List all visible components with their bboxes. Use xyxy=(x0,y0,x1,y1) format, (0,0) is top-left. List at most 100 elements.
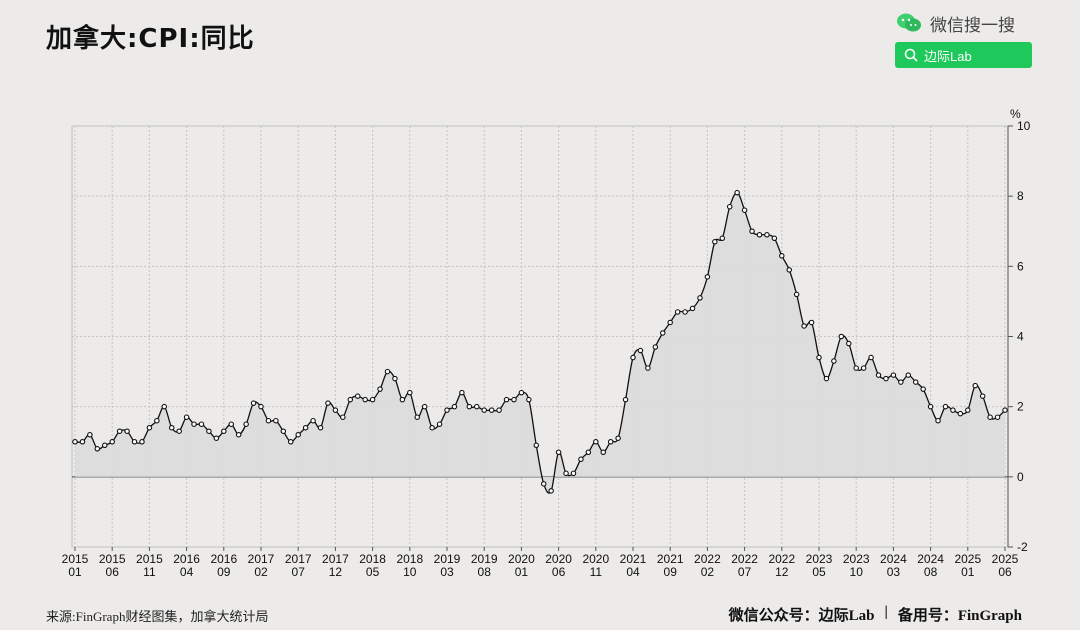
data-point xyxy=(674,309,681,315)
y-tick-label: 0 xyxy=(1017,470,1024,484)
data-point xyxy=(429,424,435,431)
data-point xyxy=(764,232,770,238)
data-point xyxy=(362,396,368,403)
data-point xyxy=(265,417,272,424)
data-point xyxy=(898,379,904,385)
data-point xyxy=(533,442,540,449)
data-point xyxy=(369,396,376,403)
data-point xyxy=(697,295,703,301)
data-point xyxy=(719,235,726,242)
data-point xyxy=(860,365,867,371)
data-point xyxy=(414,414,420,420)
data-point xyxy=(116,428,123,434)
data-point xyxy=(950,407,956,413)
data-point xyxy=(332,407,339,413)
data-point xyxy=(392,375,398,382)
x-tick-year: 2024 xyxy=(917,552,944,566)
data-point xyxy=(645,365,651,371)
data-point xyxy=(660,330,666,336)
data-point xyxy=(786,267,792,273)
data-point xyxy=(206,428,212,434)
backup-account: 备用号：FinGraph xyxy=(897,608,1022,624)
data-point xyxy=(72,438,78,445)
x-tick-year: 2019 xyxy=(434,552,461,566)
data-point xyxy=(228,421,234,427)
x-tick-month: 08 xyxy=(478,565,492,579)
data-point xyxy=(161,403,168,410)
data-point xyxy=(168,424,175,431)
data-point xyxy=(340,414,346,420)
x-tick-year: 2018 xyxy=(396,552,423,566)
data-point xyxy=(965,407,971,413)
x-tick-month: 12 xyxy=(775,565,789,579)
x-tick-month: 04 xyxy=(626,565,640,579)
data-point xyxy=(979,393,986,399)
data-point xyxy=(555,449,562,456)
data-point xyxy=(466,403,473,410)
data-point xyxy=(548,488,554,494)
data-point xyxy=(451,403,458,410)
data-point xyxy=(734,189,740,196)
data-point xyxy=(816,354,822,361)
data-point xyxy=(131,438,138,445)
x-tick-year: 2023 xyxy=(843,552,870,566)
data-point xyxy=(288,438,294,445)
data-point xyxy=(987,414,993,420)
x-tick-month: 02 xyxy=(254,565,268,579)
search-button[interactable]: 边际Lab xyxy=(895,42,1032,68)
data-point xyxy=(221,428,227,434)
data-point xyxy=(831,358,837,364)
x-tick-month: 07 xyxy=(738,565,752,579)
x-tick-month: 11 xyxy=(143,565,156,579)
data-point xyxy=(846,340,852,347)
x-tick-month: 06 xyxy=(998,565,1012,579)
data-point xyxy=(927,403,934,410)
data-point xyxy=(615,435,621,441)
chart-title: 加拿大:CPI:同比 xyxy=(46,24,255,54)
x-tick-year: 2019 xyxy=(471,552,498,566)
data-point xyxy=(704,274,711,280)
x-tick-year: 2015 xyxy=(62,552,89,566)
x-tick-year: 2025 xyxy=(992,552,1019,566)
x-tick-year: 2022 xyxy=(768,552,795,566)
data-point xyxy=(243,421,249,427)
data-point xyxy=(176,428,182,434)
data-point xyxy=(421,403,428,410)
data-point xyxy=(667,319,673,326)
x-tick-month: 09 xyxy=(217,565,231,579)
x-tick-month: 04 xyxy=(180,565,194,579)
data-point xyxy=(540,481,547,487)
x-tick-year: 2017 xyxy=(248,552,275,566)
data-point xyxy=(689,305,696,312)
search-button-label: 边际Lab xyxy=(924,48,972,64)
x-tick-year: 2016 xyxy=(210,552,237,566)
data-point xyxy=(273,417,279,424)
data-point xyxy=(102,442,108,449)
y-tick-label: 4 xyxy=(1017,330,1024,344)
data-point xyxy=(808,319,815,326)
x-tick-year: 2023 xyxy=(806,552,833,566)
x-tick-year: 2020 xyxy=(582,552,609,566)
data-point xyxy=(474,403,480,410)
data-point xyxy=(518,389,525,396)
data-point xyxy=(250,400,257,406)
x-tick-year: 2017 xyxy=(322,552,349,566)
x-tick-month: 05 xyxy=(812,565,826,579)
footer-credits: 微信公众号：边际Lab | 备用号：FinGraph xyxy=(729,604,1022,625)
data-point xyxy=(302,424,309,431)
data-point xyxy=(749,228,755,235)
data-point xyxy=(771,235,778,242)
data-point xyxy=(436,421,443,427)
y-tick-label: 6 xyxy=(1017,259,1024,273)
x-tick-year: 2022 xyxy=(731,552,758,566)
data-point xyxy=(198,421,205,427)
y-axis-unit: % xyxy=(1010,107,1021,121)
data-point xyxy=(526,396,532,403)
wechat-search-label: 微信搜一搜 xyxy=(896,10,1015,36)
data-point xyxy=(801,323,807,329)
data-point xyxy=(875,372,882,378)
data-point xyxy=(682,309,688,315)
x-tick-year: 2024 xyxy=(880,552,907,566)
data-point xyxy=(756,232,763,238)
